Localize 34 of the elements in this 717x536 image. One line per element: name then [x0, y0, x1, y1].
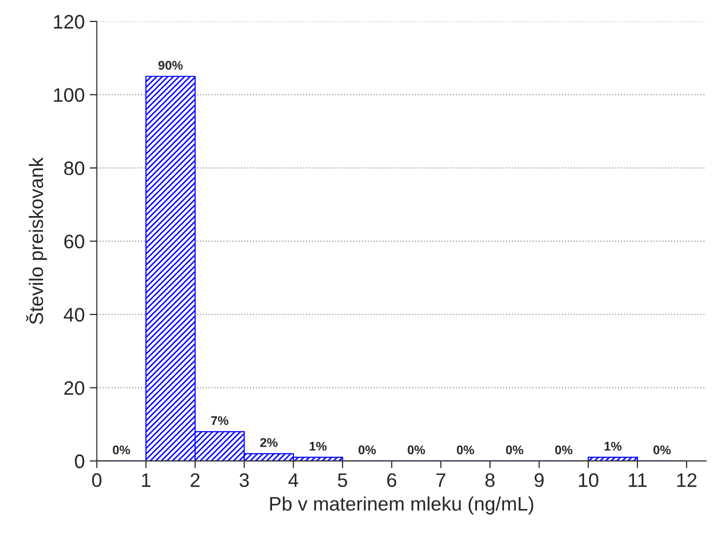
annotation: 2% — [260, 438, 278, 447]
x-tick-label: 3 — [240, 473, 249, 488]
x-tick-label: 1 — [142, 473, 150, 487]
x-tick-label: 5 — [338, 473, 348, 488]
x-tick-label: 8 — [485, 473, 495, 488]
annotation: 0% — [506, 445, 524, 454]
x-axis-title: Pb v materinem mleku (ng/mL) — [270, 496, 534, 515]
x-tick-label: 0 — [92, 473, 102, 488]
x-tick-label: 11 — [628, 473, 647, 487]
y-axis-title: Število preiskovank — [26, 157, 47, 324]
x-tick-label: 10 — [578, 473, 598, 488]
y-tick-label: 60 — [64, 234, 84, 248]
x-tick-label: 9 — [534, 473, 544, 488]
annotation: 0% — [408, 445, 425, 454]
annotation: 1% — [604, 442, 622, 451]
x-tick-label: 4 — [288, 473, 298, 487]
annotation: 90% — [158, 60, 183, 70]
y-tick-label: 120 — [54, 14, 84, 29]
y-tick-label: 20 — [64, 381, 84, 395]
y-tick-label: 40 — [64, 308, 84, 322]
annotation: 0% — [653, 445, 671, 454]
x-tick-label: 7 — [436, 473, 446, 487]
annotation: 1% — [310, 442, 327, 451]
annotation: 7% — [211, 416, 228, 425]
x-tick-label: 12 — [677, 473, 696, 487]
y-tick-label: 100 — [54, 88, 84, 102]
annotation: 0% — [358, 445, 376, 454]
x-tick-label: 2 — [190, 473, 200, 487]
annotation: 0% — [456, 445, 474, 454]
annotation: 0% — [112, 445, 130, 454]
y-tick-label: 0 — [74, 454, 84, 468]
y-tick-label: 80 — [64, 161, 84, 176]
annotation: 0% — [555, 445, 572, 454]
x-tick-label: 6 — [387, 473, 396, 488]
